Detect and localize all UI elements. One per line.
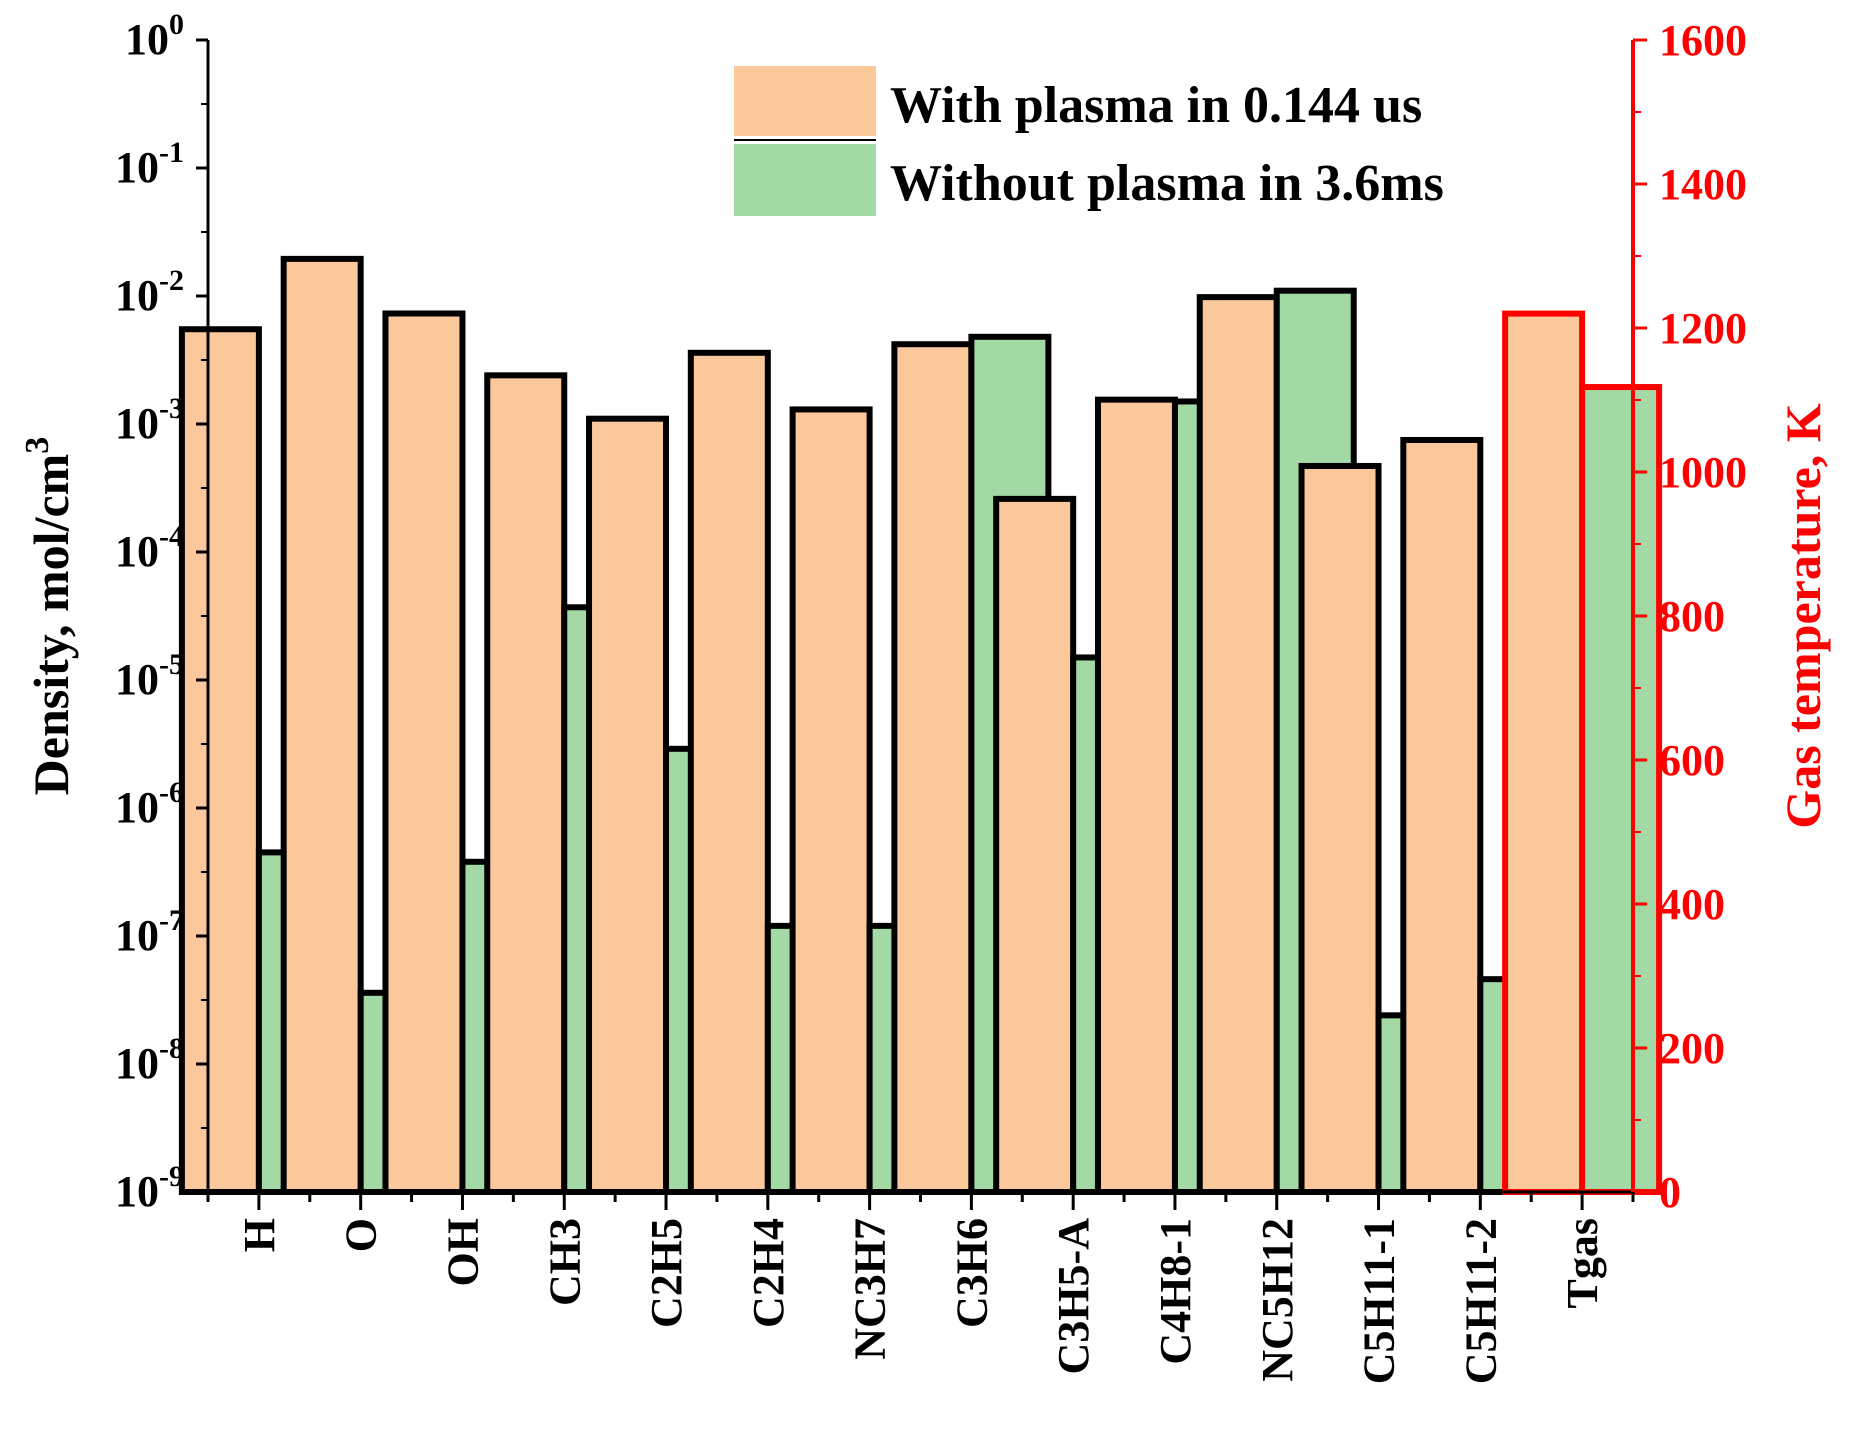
bar-with-plasma-c3h6 <box>891 341 975 1195</box>
bar-with-plasma-nc3h7 <box>789 406 873 1196</box>
bars-layer <box>178 255 1663 1196</box>
legend-swatch-with-plasma <box>734 66 876 136</box>
x-tick-label: C3H6 <box>947 1218 996 1328</box>
x-axis-ticks: H O OH CH3 C2H5 C2H4 NC3H7 C3H6 C3H5-A C4H8-1 NC5H… <box>206 1192 1635 1384</box>
left-axis-ticks: 100 10-1 10-2 10-3 10-4 10-5 10-6 10-7 10-8 10-9 <box>115 8 208 1216</box>
right-tick-label: 600 <box>1659 736 1725 785</box>
x-tick-label: CH3 <box>540 1218 589 1306</box>
x-tick-label: C3H5-A <box>1049 1218 1098 1375</box>
bar-with-plasma-o <box>280 255 364 1196</box>
x-tick-label: C5H11-1 <box>1355 1218 1404 1384</box>
bar-with-plasma-c5h11-2 <box>1400 436 1484 1195</box>
left-tick-label: 10-5 <box>115 648 184 704</box>
left-tick-label: 10-8 <box>115 1032 184 1088</box>
bar-with-plasma-c5h11-1 <box>1298 462 1382 1195</box>
legend: With plasma in 0.144 us Without plasma i… <box>734 66 1444 216</box>
bar-with-plasma-c2h5 <box>586 415 670 1195</box>
bar-with-plasma-c3h5-a <box>993 495 1077 1195</box>
bar-with-plasma-h <box>178 326 262 1195</box>
left-tick-label: 10-1 <box>115 136 184 192</box>
left-tick-label: 10-6 <box>115 776 184 832</box>
x-tick-label: C2H4 <box>744 1218 793 1328</box>
x-tick-label: OH <box>438 1218 487 1286</box>
x-tick-label: C2H5 <box>642 1218 691 1328</box>
right-tick-label: 400 <box>1659 880 1725 929</box>
bar-with-plasma-c2h4 <box>687 349 771 1195</box>
right-tick-label: 200 <box>1659 1024 1725 1073</box>
bar-with-plasma-c4h8-1 <box>1094 396 1178 1196</box>
bar-with-plasma-nc5h12 <box>1196 294 1280 1196</box>
bar-with-plasma-oh <box>382 310 466 1195</box>
x-tick-label: O <box>337 1218 386 1252</box>
x-tick-label: Tgas <box>1558 1218 1607 1308</box>
right-tick-label: 1200 <box>1659 304 1747 353</box>
legend-swatch-without-plasma <box>734 144 876 216</box>
left-tick-label: 100 <box>125 8 184 64</box>
x-tick-label: H <box>235 1218 284 1252</box>
right-tick-label: 1400 <box>1659 160 1747 209</box>
right-tick-label: 800 <box>1659 592 1725 641</box>
bar-with-plasma-ch3 <box>484 372 568 1195</box>
left-axis-title: Density, mol/cm3 <box>19 437 79 796</box>
left-tick-label: 10-7 <box>115 904 184 960</box>
left-tick-label: 10-9 <box>115 1160 184 1216</box>
left-tick-label: 10-4 <box>115 520 184 576</box>
right-axis-title: Gas temperature, K <box>1775 403 1831 828</box>
right-tick-label: 1600 <box>1659 16 1747 65</box>
right-tick-label: 0 <box>1659 1168 1681 1217</box>
legend-label-without-plasma: Without plasma in 3.6ms <box>890 155 1444 212</box>
left-tick-label: 10-3 <box>115 392 184 448</box>
x-tick-label: C4H8-1 <box>1151 1218 1200 1365</box>
x-tick-label: NC3H7 <box>846 1218 895 1360</box>
right-axis-ticks: 1600 1400 1200 1000 800 600 400 200 0 <box>1633 16 1747 1217</box>
bar-without-plasma-tgas <box>1579 384 1663 1196</box>
x-tick-label: NC5H12 <box>1253 1218 1302 1382</box>
x-tick-label: C5H11-2 <box>1456 1218 1505 1384</box>
right-tick-label: 1000 <box>1659 448 1747 497</box>
left-tick-label: 10-2 <box>115 264 184 320</box>
bar-with-plasma-tgas <box>1502 310 1586 1196</box>
legend-label-with-plasma: With plasma in 0.144 us <box>890 77 1422 134</box>
